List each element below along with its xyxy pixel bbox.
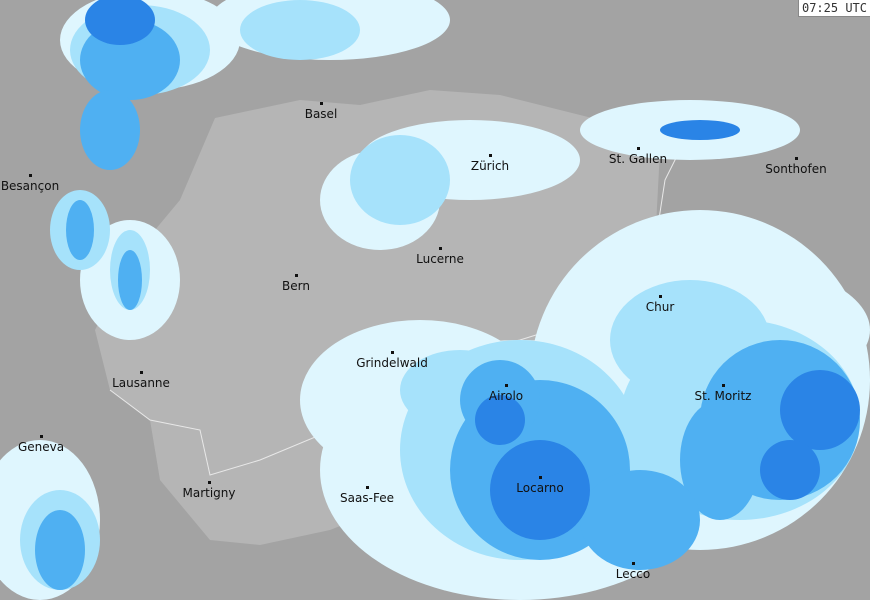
city-label: Sonthofen xyxy=(765,162,827,176)
city-marker xyxy=(722,384,725,387)
precipitation-cell xyxy=(118,250,142,310)
city-label: St. Moritz xyxy=(694,389,752,403)
city-label: Lecco xyxy=(615,567,651,581)
precipitation-cell xyxy=(760,440,820,500)
city-label: Lucerne xyxy=(416,252,464,266)
city-marker xyxy=(637,147,640,150)
city-label: Geneva xyxy=(17,440,65,454)
city-marker xyxy=(505,384,508,387)
city-marker xyxy=(366,486,369,489)
city-label: Locarno xyxy=(516,481,564,495)
city-marker xyxy=(208,481,211,484)
city-label: Saas-Fee xyxy=(340,491,394,505)
city-marker xyxy=(320,102,323,105)
city-label: St. Gallen xyxy=(608,152,668,166)
city-marker xyxy=(659,295,662,298)
city-marker xyxy=(140,371,143,374)
city-marker xyxy=(795,157,798,160)
precipitation-cell xyxy=(240,0,360,60)
city-marker xyxy=(439,247,442,250)
timestamp-label: 07:25 UTC xyxy=(797,0,870,17)
city-marker xyxy=(539,476,542,479)
city-marker xyxy=(29,174,32,177)
city-marker xyxy=(295,274,298,277)
precipitation-cell xyxy=(780,370,860,450)
precipitation-cell xyxy=(475,395,525,445)
city-label: Airolo xyxy=(488,389,524,403)
precipitation-cell xyxy=(350,135,450,225)
city-label: Besançon xyxy=(0,179,60,193)
city-label: Zürich xyxy=(470,159,510,173)
city-label: Basel xyxy=(304,107,338,121)
city-label: Chur xyxy=(645,300,675,314)
precipitation-cell xyxy=(580,470,700,570)
precipitation-cell xyxy=(680,400,760,520)
city-marker xyxy=(40,435,43,438)
city-marker xyxy=(489,154,492,157)
precipitation-cell xyxy=(660,120,740,140)
city-marker xyxy=(391,351,394,354)
city-label: Bern xyxy=(282,279,310,293)
city-label: Grindelwald xyxy=(356,356,428,370)
city-label: Martigny xyxy=(182,486,236,500)
precipitation-cell xyxy=(85,0,155,45)
city-label: Lausanne xyxy=(112,376,170,390)
city-marker xyxy=(632,562,635,565)
precipitation-cell xyxy=(80,90,140,170)
precipitation-cell xyxy=(66,200,94,260)
precipitation-cell xyxy=(490,440,590,540)
precipitation-cell xyxy=(35,510,85,590)
